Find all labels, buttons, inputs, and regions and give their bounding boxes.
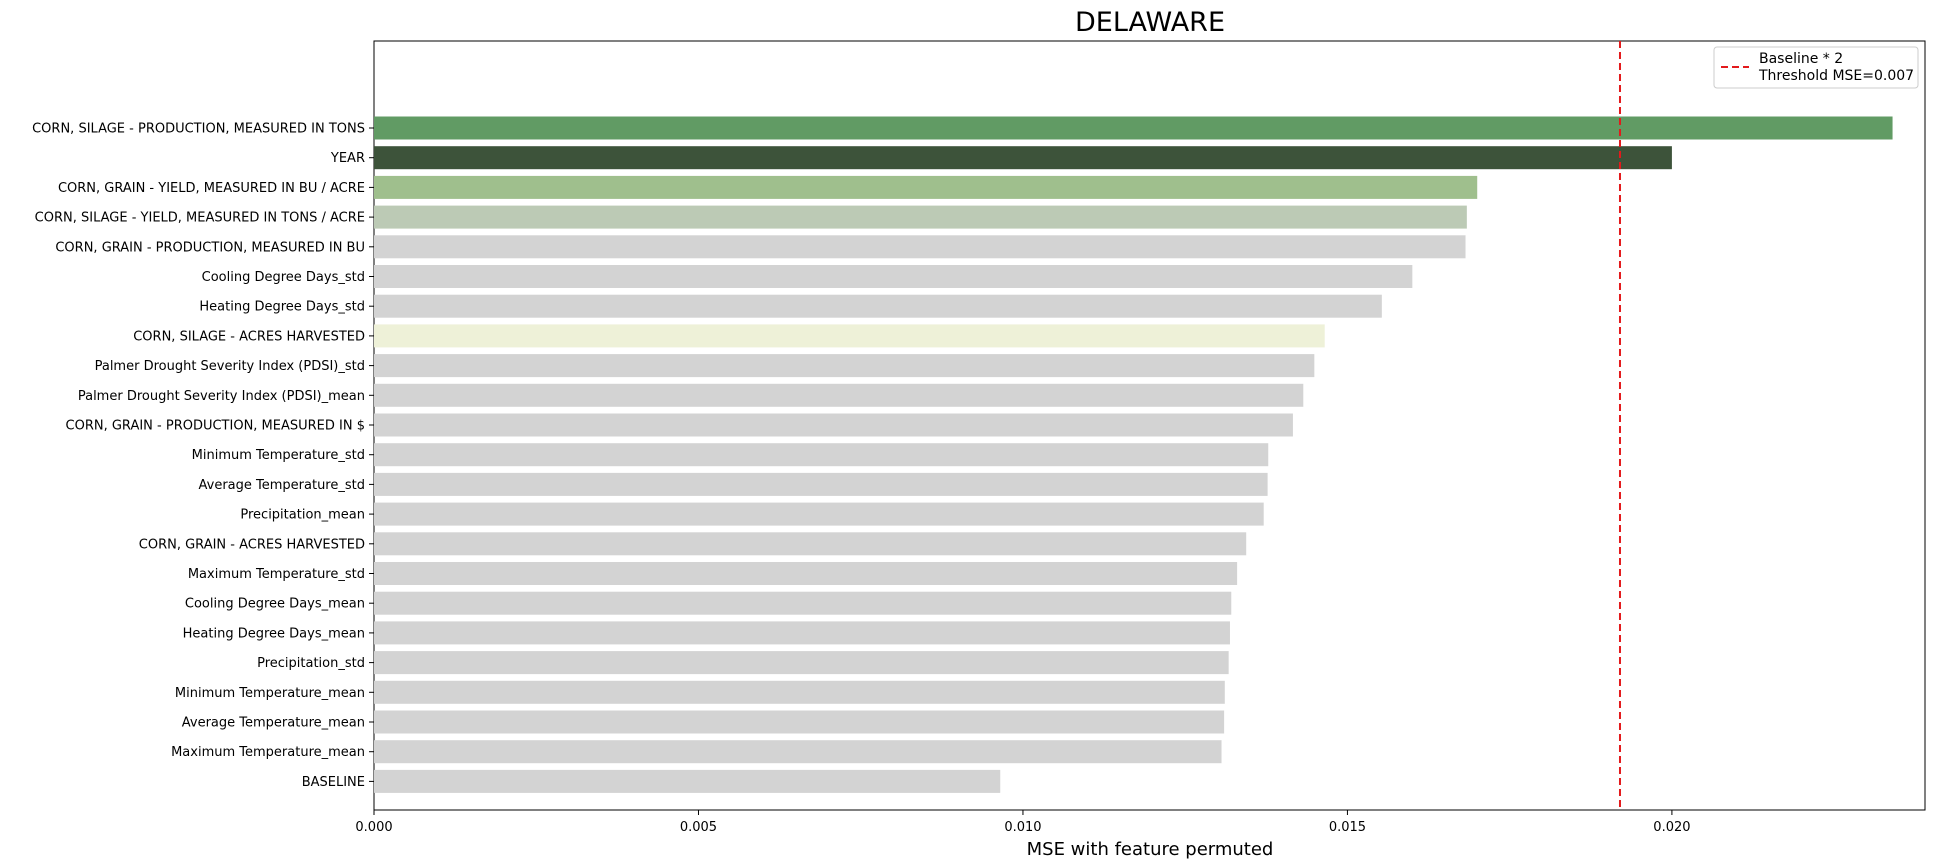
bar: [374, 146, 1672, 170]
y-tick-label: CORN, GRAIN - ACRES HARVESTED: [139, 537, 365, 552]
bar: [374, 769, 1001, 793]
y-tick-label: Heating Degree Days_mean: [183, 626, 365, 641]
bar: [374, 413, 1293, 437]
bar: [374, 235, 1466, 259]
y-tick-label: Average Temperature_std: [199, 478, 366, 493]
y-tick-label: YEAR: [330, 151, 365, 166]
y-tick-label: Maximum Temperature_std: [188, 567, 365, 582]
y-tick-label: Heating Degree Days_std: [199, 300, 365, 315]
bar: [374, 294, 1382, 318]
chart-title: DELAWARE: [1075, 7, 1225, 38]
legend-label-line-2: Threshold MSE=0.007: [1758, 68, 1914, 84]
bar: [374, 116, 1893, 140]
y-tick-label: Minimum Temperature_std: [192, 448, 365, 463]
y-tick-label: Precipitation_mean: [240, 508, 365, 523]
y-tick-label: Palmer Drought Severity Index (PDSI)_std: [95, 359, 365, 374]
bar: [374, 651, 1229, 675]
bar: [374, 205, 1467, 229]
bars-group: [374, 116, 1893, 793]
bar: [374, 383, 1304, 407]
x-tick-label: 0.020: [1653, 820, 1690, 835]
y-tick-label: Precipitation_std: [257, 656, 365, 671]
y-tick-label: Palmer Drought Severity Index (PDSI)_mea…: [78, 389, 365, 404]
bar: [374, 354, 1315, 378]
y-tick-label: CORN, GRAIN - YIELD, MEASURED IN BU / AC…: [58, 181, 365, 196]
y-tick-label: CORN, GRAIN - PRODUCTION, MEASURED IN $: [66, 419, 365, 434]
x-tick-label: 0.005: [680, 820, 717, 835]
bar: [374, 591, 1232, 615]
bar: [374, 562, 1238, 585]
bar: [374, 740, 1222, 764]
bar: [374, 502, 1264, 526]
y-tick-label: CORN, GRAIN - PRODUCTION, MEASURED IN BU: [55, 240, 365, 255]
bar: [374, 710, 1225, 734]
x-tick-label: 0.010: [1004, 820, 1041, 835]
bar: [374, 324, 1325, 348]
legend-box: [1713, 46, 1919, 89]
y-tick-label: Minimum Temperature_mean: [175, 686, 365, 701]
x-tick-label: 0.015: [1329, 820, 1366, 835]
y-tick-label: Cooling Degree Days_mean: [185, 597, 365, 612]
x-tick-label: 0.000: [355, 820, 392, 835]
x-axis-ticks: 0.000 0.005 0.010 0.015 0.020: [355, 810, 1691, 835]
y-tick-label: Maximum Temperature_mean: [171, 745, 365, 760]
bar: [374, 472, 1268, 496]
y-tick-label: CORN, SILAGE - YIELD, MEASURED IN TONS /…: [35, 211, 365, 226]
y-tick-label: CORN, SILAGE - PRODUCTION, MEASURED IN T…: [32, 122, 365, 137]
bar: [374, 680, 1225, 704]
bar: [374, 532, 1247, 556]
y-tick-label: CORN, SILAGE - ACRES HARVESTED: [133, 329, 365, 344]
bar: [374, 443, 1269, 467]
y-tick-label: Cooling Degree Days_std: [202, 270, 365, 285]
bar: [374, 621, 1230, 645]
bar: [374, 265, 1413, 288]
legend: Baseline * 2 Threshold MSE=0.007: [1713, 46, 1919, 89]
bar: [374, 175, 1478, 199]
x-axis-label: MSE with feature permuted: [1027, 839, 1274, 860]
y-axis-ticks: CORN, SILAGE - PRODUCTION, MEASURED IN T…: [32, 122, 374, 790]
y-tick-label: BASELINE: [302, 775, 365, 790]
y-tick-label: Average Temperature_mean: [182, 716, 365, 731]
legend-label-line-1: Baseline * 2: [1759, 51, 1843, 67]
